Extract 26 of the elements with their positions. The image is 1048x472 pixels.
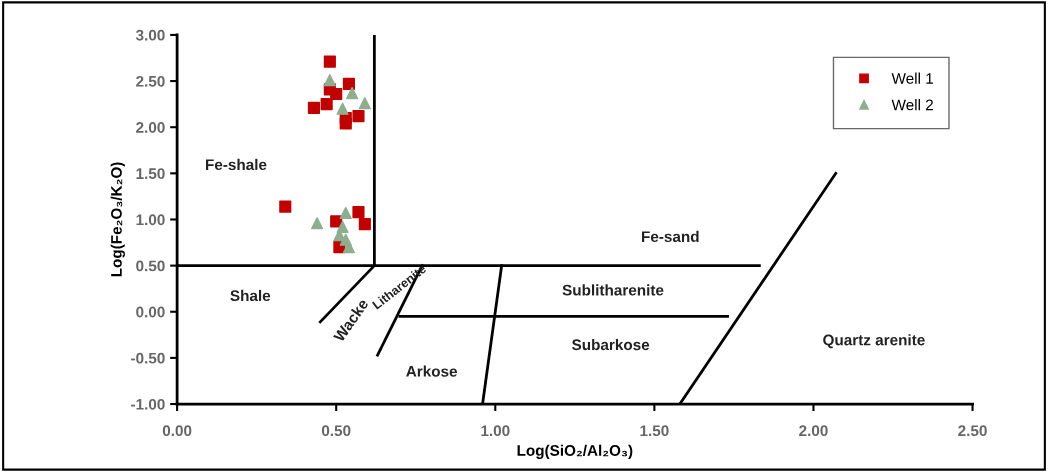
x-tick-label: 1.50 <box>640 425 669 437</box>
y-tick-label: 2.50 <box>136 75 165 87</box>
annotation: Arkose <box>406 365 458 377</box>
y-axis-title: Log(Fe₂O₃/K₂O) <box>110 162 125 277</box>
legend-label: Well 1 <box>891 72 933 84</box>
y-tick-label: 2.00 <box>136 122 165 133</box>
x-axis-title: Log(SiO₂/Al₂O₃) <box>517 444 633 459</box>
annotation: Sublitharenite <box>562 284 664 296</box>
y-tick-label: -1.00 <box>131 398 165 410</box>
y-tick-label: 1.50 <box>136 168 165 180</box>
y-tick-label: 3.00 <box>135 29 165 41</box>
x-tick-label: 0.00 <box>162 425 192 437</box>
x-tick-label: 2.00 <box>799 425 828 437</box>
annotation: Fe-shale <box>206 158 267 171</box>
y-tick-label: 1.00 <box>136 214 165 226</box>
x-tick-label: 1.00 <box>481 425 510 437</box>
annotation: Fe-sand <box>642 230 699 243</box>
y-tick-label: 0.50 <box>136 260 165 272</box>
y-tick-label: 0.00 <box>136 306 165 318</box>
x-tick-label: 0.50 <box>321 425 351 437</box>
legend-label: Well 2 <box>891 99 933 111</box>
annotation: Shale <box>230 289 271 302</box>
y-tick-label: -0.50 <box>131 352 165 364</box>
annotation: Subarkose <box>572 338 650 351</box>
x-tick-label: 2.50 <box>958 425 987 437</box>
annotation: Quartz arenite <box>823 334 925 349</box>
